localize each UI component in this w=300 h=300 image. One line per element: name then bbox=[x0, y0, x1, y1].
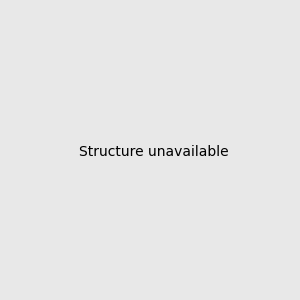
Text: Structure unavailable: Structure unavailable bbox=[79, 145, 229, 158]
